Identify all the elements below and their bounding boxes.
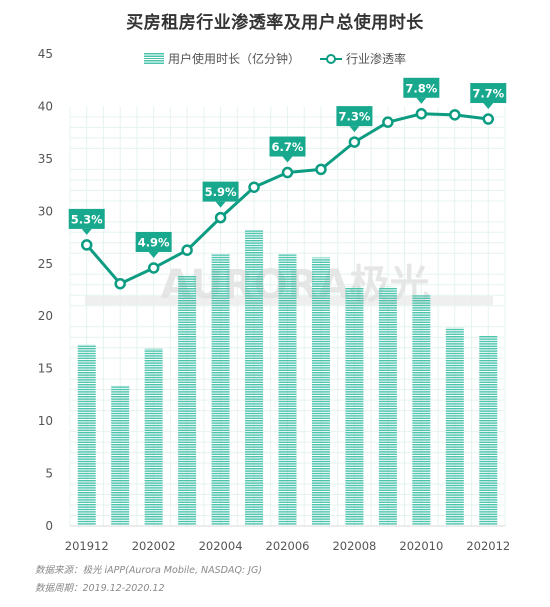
- rate-label-pointer: [483, 103, 494, 110]
- bar-usage-201912: [77, 344, 96, 526]
- bar-usage-202010: [412, 295, 431, 526]
- chart-title: 买房租房行业渗透率及用户总使用时长: [126, 13, 424, 33]
- line-series: [80, 108, 495, 290]
- rate-label-text: 6.7%: [272, 140, 304, 154]
- chart-legend: 用户使用时长（亿分钟） 行业渗透率: [0, 50, 550, 67]
- x-tick-label: 201912: [65, 539, 109, 553]
- penetration-point-201912: [80, 239, 93, 251]
- data-period-note: 数据周期：2019.12-2020.12: [35, 583, 165, 594]
- bar-usage-202012: [479, 335, 498, 526]
- legend-line-swatch: [320, 53, 342, 64]
- y-tick-label: 15: [38, 362, 53, 376]
- rate-label-box: [135, 231, 172, 252]
- penetration-point-202009: [382, 116, 394, 128]
- legend-bar-swatch: [143, 53, 164, 64]
- bar-usage-202008: [345, 286, 364, 526]
- chart-axes: 0 5 10 15 20 25 30 35 40 45 201912 202002 202004 2020…: [38, 47, 511, 553]
- bar-usage-202004: [211, 254, 230, 527]
- y-tick-label: 30: [38, 204, 53, 218]
- chart-plot-area: AURORA极光 5.3%4.9%5.9%6.7%7.3%7.8%7.7% 05…: [38, 47, 511, 553]
- penetration-point-202007: [315, 163, 327, 176]
- penetration-point-202002: [147, 262, 160, 274]
- penetration-point-202004: [214, 211, 227, 224]
- x-tick-label: 202004: [199, 539, 243, 553]
- rate-label-pointer: [349, 126, 360, 133]
- bar-usage-202006: [278, 254, 297, 527]
- y-tick-label: 10: [38, 414, 53, 428]
- rate-label-box: [470, 83, 507, 104]
- legend-label-usage: 用户使用时长（亿分钟）: [167, 52, 300, 66]
- bar-usage-202001: [111, 385, 130, 526]
- penetration-point-202011: [449, 109, 461, 121]
- rate-label-pointer: [148, 251, 159, 258]
- y-tick-label: 35: [38, 152, 53, 166]
- rate-label-text: 7.3%: [338, 110, 370, 124]
- penetration-point-202003: [181, 244, 193, 256]
- rate-label-box: [403, 77, 440, 98]
- rate-label-text: 5.9%: [205, 185, 237, 199]
- rate-label-box: [269, 136, 306, 157]
- bar-usage-202002: [144, 348, 163, 526]
- y-tick-label: 45: [38, 47, 53, 61]
- rate-label-pointer: [282, 156, 293, 163]
- bar-usage-202003: [178, 275, 197, 526]
- x-tick-label: 202002: [132, 539, 176, 553]
- rate-label-text: 4.9%: [138, 235, 170, 249]
- penetration-point-202006: [281, 166, 294, 179]
- penetration-point-202012: [482, 113, 495, 125]
- legend-item-penetration: 行业渗透率: [320, 50, 406, 67]
- y-tick-label: 20: [38, 309, 53, 323]
- data-source-note: 数据来源：极光 iAPP(Aurora Mobile, NASDAQ: JG): [35, 565, 263, 576]
- rate-label-pointer: [416, 97, 427, 104]
- legend-label-penetration: 行业渗透率: [346, 52, 407, 66]
- bar-usage-202011: [445, 327, 464, 526]
- bar-usage-202007: [311, 257, 330, 526]
- rate-label-box: [336, 106, 373, 127]
- rate-labels: 5.3% 4.9% 5.9% 6.7% 7.3% 7.8% 7.7%: [68, 77, 507, 258]
- legend-item-usage: 用户使用时长（亿分钟）: [143, 50, 300, 67]
- x-tick-label: 202010: [399, 539, 443, 553]
- rate-label-pointer: [215, 201, 226, 208]
- rate-label-text: 7.7%: [472, 87, 504, 101]
- rate-label-text: 7.8%: [405, 81, 437, 95]
- y-tick-label: 5: [45, 467, 53, 481]
- bar-usage-202005: [245, 230, 264, 527]
- rate-label-box: [68, 208, 105, 229]
- penetration-point-202010: [415, 108, 428, 120]
- y-tick-label: 25: [38, 257, 53, 271]
- rate-label-pointer: [81, 228, 92, 235]
- x-tick-label: 202006: [266, 539, 310, 553]
- bar-usage-202009: [378, 286, 397, 526]
- rate-label-box: [202, 181, 239, 202]
- penetration-point-202005: [248, 181, 260, 193]
- penetration-point-202001: [114, 277, 126, 290]
- bar-series: [77, 230, 498, 527]
- x-tick-label: 202012: [466, 539, 510, 553]
- penetration-point-202008: [348, 136, 361, 148]
- x-tick-label: 202008: [332, 539, 376, 553]
- y-tick-label: 0: [45, 519, 53, 533]
- y-tick-label: 40: [38, 99, 53, 113]
- rate-label-text: 5.3%: [71, 212, 103, 226]
